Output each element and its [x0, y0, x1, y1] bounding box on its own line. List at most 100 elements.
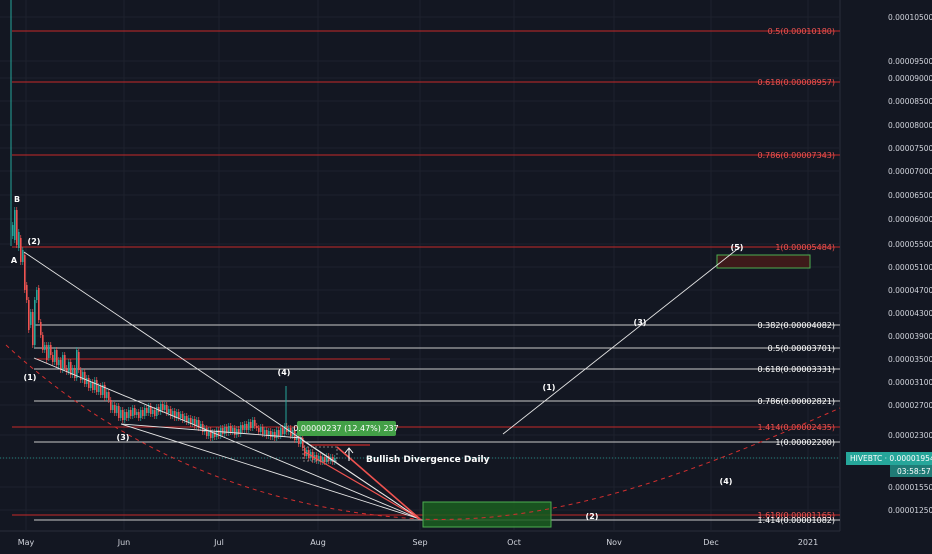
candle-body — [114, 405, 116, 413]
candle-body — [226, 427, 228, 433]
trend-line — [301, 439, 421, 520]
cycle-curve — [5, 344, 841, 520]
candle-body — [96, 380, 98, 392]
candle-body — [78, 352, 80, 370]
candle-body — [258, 428, 260, 432]
candle-body — [230, 426, 232, 432]
y-tick-label: 0.00009000 — [888, 74, 932, 83]
candle-body — [170, 409, 172, 416]
x-axis[interactable]: May Jun Jul Aug Sep Oct Nov Dec 2021 — [18, 538, 818, 547]
x-tick-label: 2021 — [798, 538, 818, 547]
y-axis[interactable]: 0.00010500 0.00009500 0.00009000 0.00008500… — [888, 13, 932, 515]
candle-body — [248, 422, 250, 430]
candle-body — [300, 438, 302, 444]
candle-body — [18, 232, 20, 248]
y-tick-label: 0.00004700 — [888, 286, 932, 295]
candle-body — [238, 429, 240, 434]
y-tick-label: 0.00010500 — [888, 13, 932, 22]
candle-body — [126, 412, 128, 418]
candle-body — [186, 416, 188, 422]
candle-body — [268, 431, 270, 436]
candle-body — [112, 405, 114, 410]
candle-body — [320, 456, 322, 462]
candle-body — [172, 411, 174, 416]
candle-body — [70, 362, 72, 375]
candle-body — [154, 410, 156, 416]
candle-body — [198, 420, 200, 428]
y-tick-label: 0.00003500 — [888, 355, 932, 364]
candle-body — [324, 457, 326, 462]
candle-body — [36, 290, 38, 300]
trend-line — [33, 357, 421, 520]
y-tick-label: 0.00002700 — [888, 401, 932, 410]
target-arrow-line — [336, 446, 421, 520]
candles-layer — [10, 0, 336, 465]
candle-body — [164, 405, 166, 410]
y-tick-label: 0.00001550 — [888, 483, 932, 492]
candle-body — [334, 458, 336, 462]
candle-body — [232, 428, 234, 432]
wave-label: (4) — [278, 368, 291, 377]
fib-red-label: 0.5(0.00010180) — [768, 27, 835, 36]
candle-body — [64, 355, 66, 368]
candle-body — [262, 427, 264, 434]
candle-body — [92, 382, 94, 390]
fib-red-label: 1.618(0.00001165) — [758, 511, 836, 520]
wave-label: (3) — [117, 433, 130, 442]
candle-body — [86, 378, 88, 384]
candle-body — [142, 410, 144, 416]
y-tick-label: 0.00001250 — [888, 506, 932, 515]
wave-label: (1) — [543, 383, 556, 392]
candle-body — [332, 457, 334, 462]
candle-body — [214, 432, 216, 437]
fib-white-label: 1(0.00002200) — [775, 438, 835, 447]
candle-body — [278, 430, 280, 436]
candle-body — [20, 238, 22, 262]
y-tick-label: 0.00006500 — [888, 191, 932, 200]
candle-body — [174, 411, 176, 418]
candle-body — [158, 407, 160, 412]
trend-line — [120, 423, 421, 520]
trend-line — [120, 423, 303, 439]
candle-body — [42, 335, 44, 350]
candle-body — [274, 432, 276, 438]
candle-body — [276, 430, 278, 438]
fib-white-label: 0.382(0.00004082) — [758, 321, 836, 330]
candle-body — [194, 419, 196, 426]
candle-body — [56, 350, 58, 365]
candle-body — [206, 428, 208, 436]
candle-body — [162, 404, 164, 410]
wave5-target-box — [716, 254, 811, 269]
candle-body — [148, 406, 150, 413]
divergence-arrow-head — [344, 447, 354, 454]
candle-body — [62, 355, 64, 370]
candle-body — [74, 368, 76, 378]
candle-body — [190, 418, 192, 424]
price-label-layer: HIVEBTC · 0.00001954 03:58:57 — [846, 452, 932, 477]
candle-body — [104, 385, 106, 398]
fib-white-label: 0.618(0.00003331) — [758, 365, 836, 374]
price-label-box — [846, 452, 932, 465]
candle-body — [124, 412, 126, 420]
candle-body — [60, 360, 62, 370]
candle-body — [48, 345, 50, 358]
candle-body — [28, 300, 30, 330]
candle-body — [166, 405, 168, 413]
candle-body — [22, 250, 24, 262]
wave-label: A — [11, 256, 18, 265]
annotations-layer: 0.00000237 (12.47%) 237 Bullish Divergenc… — [293, 421, 490, 465]
candle-body — [146, 408, 148, 413]
divergence-label: Bullish Divergence Daily — [366, 455, 490, 465]
candle-body — [210, 430, 212, 438]
candle-body — [156, 407, 158, 416]
y-tick-label: 0.00004300 — [888, 309, 932, 318]
wave-label: B — [14, 195, 20, 204]
candle-body — [204, 428, 206, 432]
fib-red-label: 1(0.00005484) — [775, 243, 835, 252]
price-timer-box — [890, 465, 932, 477]
candle-body — [264, 430, 266, 434]
candle-body — [132, 408, 134, 416]
candle-body — [240, 425, 242, 434]
wave-label: (1) — [24, 373, 37, 382]
